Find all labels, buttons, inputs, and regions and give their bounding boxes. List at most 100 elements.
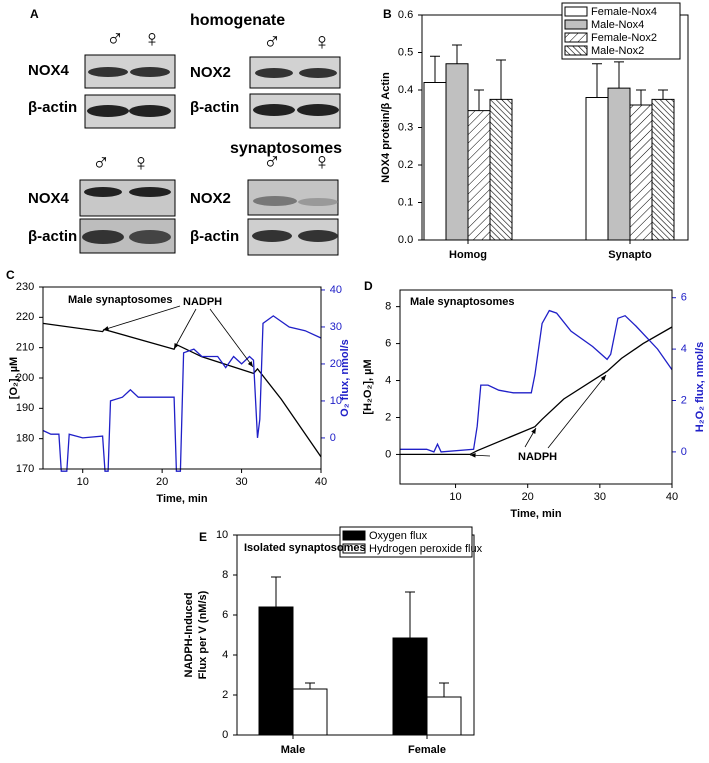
sex-symbol: ♂ [263, 28, 281, 55]
x-tick-label: 20 [522, 491, 534, 503]
blot-label: NOX2 [190, 190, 231, 207]
data-line [400, 326, 673, 456]
blot-title: synaptosomes [230, 140, 342, 157]
bar [423, 82, 447, 241]
x-tick-label: Synapto [608, 249, 652, 261]
legend-swatch [564, 6, 588, 17]
legend-label: Male-Nox2 [591, 45, 644, 57]
y-tick-label: 0.1 [398, 196, 413, 208]
y-tick-label: 6 [681, 292, 687, 304]
panel-label: B [383, 7, 392, 21]
y-axis-label: NOX4 protein/β Actin [380, 72, 392, 183]
y-tick-label: 0 [330, 432, 336, 444]
bar [445, 63, 469, 241]
error-bar [496, 59, 506, 100]
x-tick-label: 10 [77, 476, 89, 488]
error-bar [439, 682, 449, 697]
arrow-head [531, 428, 536, 434]
x-tick-label: 30 [594, 491, 606, 503]
annotation: Male synaptosomes [68, 294, 173, 306]
y-tick-label: 8 [385, 301, 391, 313]
y-tick-label: 220 [16, 311, 34, 323]
y-tick-label: 30 [330, 321, 342, 333]
bar [467, 110, 491, 241]
y-tick-label: 0.0 [398, 234, 413, 246]
bar [489, 98, 513, 241]
error-bar [474, 89, 484, 111]
blot-label: β-actin [28, 99, 77, 116]
arrow-head [600, 375, 606, 381]
legend-label: Oxygen flux [369, 530, 428, 542]
sex-symbol: ♂ [263, 148, 281, 175]
y-tick-label: 2 [385, 411, 391, 423]
y-tick-label: 6 [385, 337, 391, 349]
x-tick-label: 40 [666, 491, 678, 503]
arrow-head [470, 452, 476, 458]
arrow-head [103, 326, 109, 331]
bar [607, 87, 631, 241]
y-tick-label: 230 [16, 281, 34, 293]
sex-symbol: ♀ [313, 28, 331, 55]
panel-label: A [30, 7, 39, 21]
arrow [173, 308, 197, 350]
x-tick-label: 30 [235, 476, 247, 488]
y-tick-label: 200 [16, 372, 34, 384]
x-tick-label: Female [408, 744, 446, 756]
bar [585, 97, 609, 241]
y-tick-label: 4 [681, 343, 687, 355]
y2-axis-label: H₂O₂ flux, nmol/s [694, 342, 706, 432]
y-tick-label: 6 [222, 609, 228, 621]
legend-swatch [564, 45, 588, 56]
x-tick-label: 40 [315, 476, 327, 488]
y-tick-label: 2 [222, 689, 228, 701]
y-axis-label: [O₂], µM [8, 357, 20, 399]
blot-label: β-actin [190, 228, 239, 245]
y-tick-label: 190 [16, 402, 34, 414]
y-axis-label: NADPH-Induced [183, 593, 195, 678]
y-tick-label: 2 [681, 394, 687, 406]
y-tick-label: 0 [222, 729, 228, 741]
error-bar [636, 89, 646, 105]
data-line [42, 315, 322, 472]
blot-label: NOX2 [190, 64, 231, 81]
y-tick-label: 4 [222, 649, 228, 661]
blot-label: NOX4 [28, 62, 70, 79]
y-tick-label: 8 [222, 569, 228, 581]
y-axis-label: [H₂O₂], µM [362, 359, 374, 414]
error-bar [452, 44, 462, 64]
error-bar [430, 55, 440, 83]
error-bar [658, 89, 668, 100]
annotation: Isolated synaptosomes [244, 542, 366, 554]
sex-symbol: ♂ [92, 149, 110, 176]
data-line [400, 309, 673, 453]
y-tick-label: 20 [330, 358, 342, 370]
legend-label: Hydrogen peroxide flux [369, 543, 483, 555]
x-axis-label: Time, min [510, 508, 561, 520]
y2-axis-label: O₂ flux, nmol/s [339, 339, 351, 417]
y-tick-label: 10 [330, 395, 342, 407]
error-bar [305, 682, 315, 689]
y-tick-label: 180 [16, 433, 34, 445]
annotation: NADPH [183, 296, 222, 308]
y-axis-label: Flux per V (nM/s) [197, 590, 209, 679]
bar [258, 606, 294, 736]
y-tick-label: 210 [16, 342, 34, 354]
blot-label: NOX4 [28, 190, 70, 207]
y-tick-label: 4 [385, 374, 391, 386]
legend-swatch [342, 543, 366, 554]
legend-swatch [564, 32, 588, 43]
panel-label: C [6, 268, 15, 282]
plot-frame [421, 14, 689, 241]
blot-title: homogenate [190, 12, 285, 29]
blot-label: β-actin [28, 228, 77, 245]
arrow-head [174, 343, 179, 349]
arrow [102, 305, 181, 331]
plot-frame [42, 286, 322, 470]
error-bar [592, 63, 602, 98]
arrow-head [247, 361, 253, 367]
bar [426, 696, 462, 736]
y-tick-label: 170 [16, 463, 34, 475]
blot-images [79, 54, 341, 256]
arrow [209, 308, 254, 368]
